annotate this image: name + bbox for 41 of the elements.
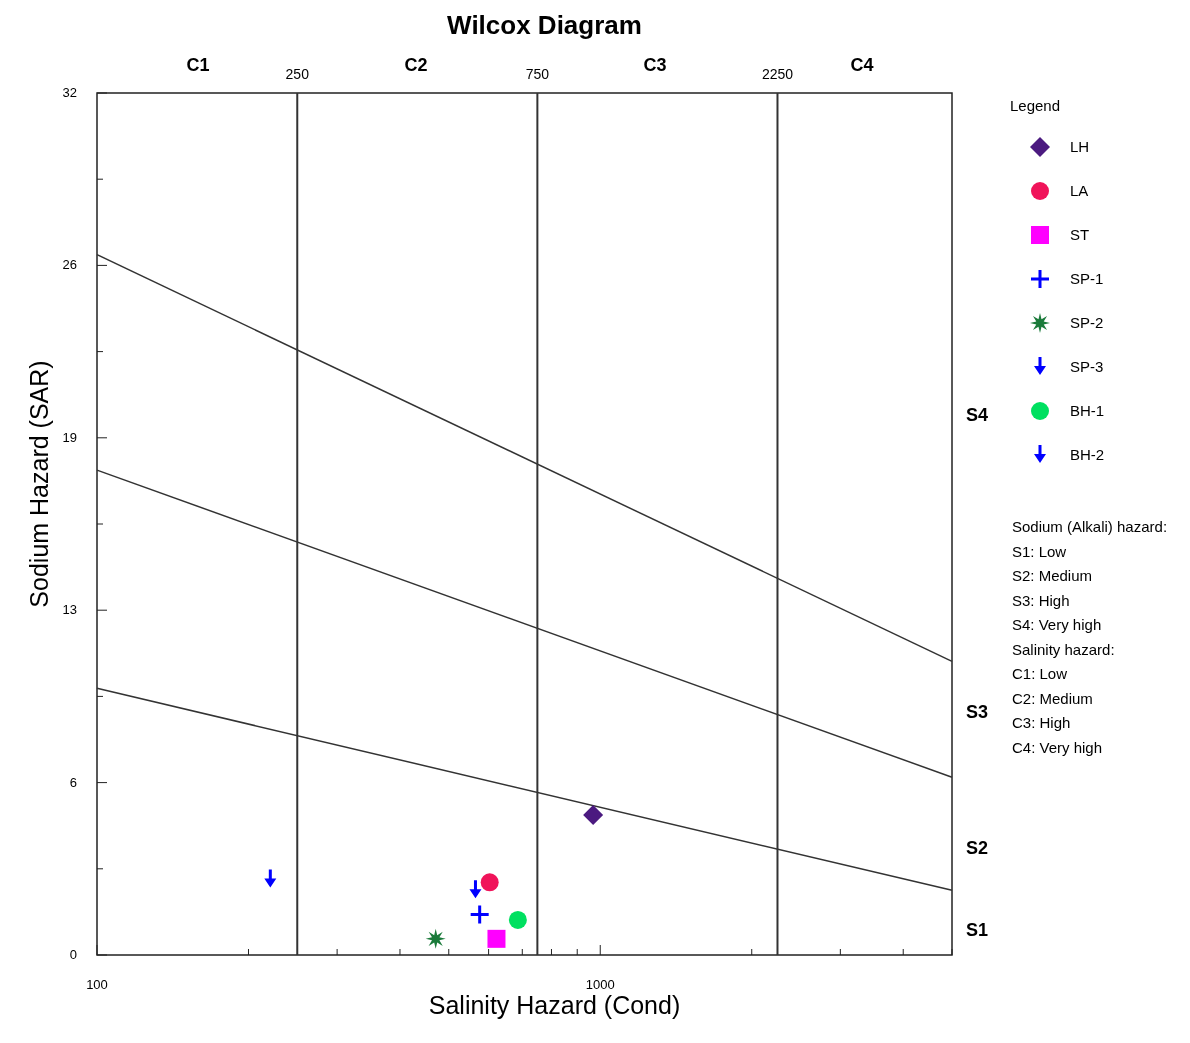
legend-label: BH-1	[1070, 402, 1105, 419]
text: C3: High	[1012, 714, 1071, 731]
text: S2: Medium	[1012, 567, 1093, 584]
legend-label: ST	[1070, 226, 1090, 243]
text: Salinity hazard:	[1012, 640, 1115, 658]
text: S4	[966, 405, 989, 425]
legend-label: LH	[1070, 138, 1090, 155]
text: S1: Low	[1012, 542, 1067, 560]
text: S4: Very high	[1012, 616, 1102, 633]
text: C2: Medium	[1012, 689, 1093, 707]
ref-line-label: 250	[285, 66, 310, 82]
ref-line-label: 2250	[761, 66, 794, 82]
y-tick-label: 6	[69, 774, 77, 790]
text: S1	[966, 920, 989, 940]
y-tick-label: 19	[62, 429, 77, 445]
text: C4	[850, 55, 874, 75]
text: Sodium (Alkali) hazard:	[1012, 518, 1168, 535]
text: C4: Very high	[1012, 738, 1103, 756]
x-tick-label: 100	[86, 977, 108, 992]
legend-label: SP-3	[1070, 358, 1104, 375]
x-tick-label: 1000	[585, 977, 615, 992]
x-axis-title: Salinity Hazard (Cond)	[428, 991, 681, 1019]
y-tick-label: 26	[62, 257, 77, 273]
text: C1: Low	[1012, 665, 1068, 682]
legend-label: BH-2	[1070, 446, 1105, 463]
legend-title: Legend	[1010, 97, 1061, 114]
y-tick-label: 0	[69, 947, 77, 962]
text: C1	[186, 55, 210, 75]
text: S3	[966, 702, 989, 722]
legend-label: SP-1	[1070, 270, 1104, 287]
chart-title: Wilcox Diagram	[447, 10, 642, 40]
y-tick-label: 13	[62, 602, 77, 618]
ref-line-label: 750	[525, 66, 550, 82]
text: C2	[404, 55, 428, 75]
text: C3	[643, 55, 667, 75]
legend-label: LA	[1070, 182, 1089, 199]
text: S3: High	[1012, 591, 1070, 609]
legend-label: SP-2	[1070, 314, 1104, 331]
y-axis-title: Sodium Hazard (SAR)	[25, 360, 53, 608]
y-tick-label: 32	[62, 85, 77, 100]
text: S2	[966, 838, 989, 858]
